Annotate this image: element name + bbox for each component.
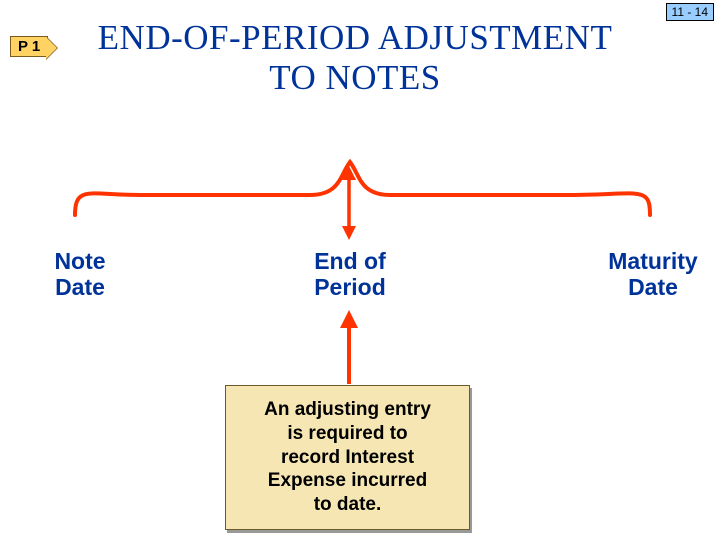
center-arrow-down-head	[342, 226, 356, 240]
note-l5: to date.	[314, 494, 382, 515]
note-l4: Expense incurred	[268, 470, 427, 491]
adjusting-entry-note: An adjusting entry is required to record…	[225, 385, 470, 530]
section-badge: P 1	[10, 36, 48, 57]
end-period-l1: End of	[314, 248, 386, 274]
note-date-l1: Note	[54, 248, 105, 274]
note-arrow-head	[340, 310, 358, 328]
badge-arrow-fill	[46, 37, 57, 59]
note-l2: is required to	[287, 423, 407, 444]
maturity-date-label: Maturity Date	[598, 248, 708, 301]
maturity-l1: Maturity	[608, 248, 697, 274]
badge-label: P 1	[18, 38, 40, 55]
note-date-label: Note Date	[40, 248, 120, 301]
note-l1: An adjusting entry	[264, 399, 431, 420]
end-of-period-label: End of Period	[305, 248, 395, 301]
note-l3: record Interest	[281, 447, 414, 468]
note-date-l2: Date	[55, 274, 105, 300]
end-period-l2: Period	[314, 274, 386, 300]
maturity-l2: Date	[628, 274, 678, 300]
brace-path	[75, 162, 650, 215]
